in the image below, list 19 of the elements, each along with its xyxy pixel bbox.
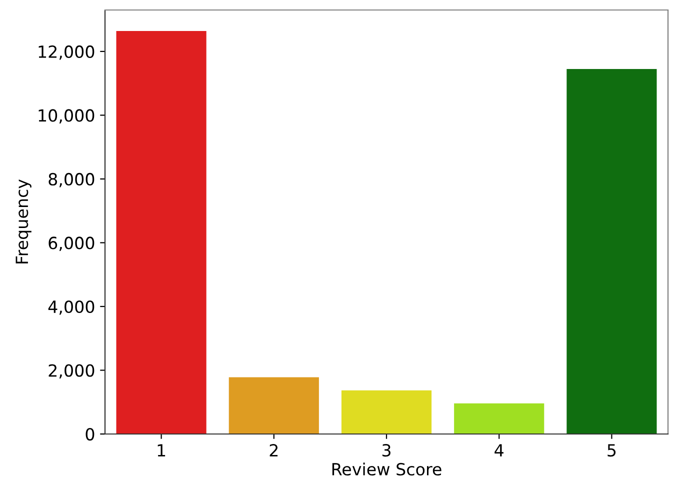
bar [566, 68, 657, 434]
y-tick-label: 4,000 [48, 300, 94, 315]
y-axis-title: Frequency [16, 179, 32, 264]
bar [228, 377, 319, 434]
x-tick-label: 5 [608, 444, 616, 457]
y-tick-label: 0 [86, 428, 94, 441]
bar [116, 31, 206, 434]
y-tick-label: 10,000 [38, 109, 94, 124]
y-tick-label: 6,000 [48, 236, 94, 251]
y-tick-label: 8,000 [48, 172, 94, 188]
x-tick-label: 3 [382, 444, 390, 457]
x-tick-label: 2 [270, 444, 278, 456]
x-tick-label: 4 [494, 444, 504, 456]
y-tick-label: 12,000 [38, 45, 94, 60]
y-tick-label: 2,000 [48, 364, 94, 379]
bar [341, 390, 432, 434]
x-axis-title: Review Score [332, 462, 442, 476]
bar [454, 403, 544, 434]
x-tick-label: 1 [158, 444, 166, 456]
